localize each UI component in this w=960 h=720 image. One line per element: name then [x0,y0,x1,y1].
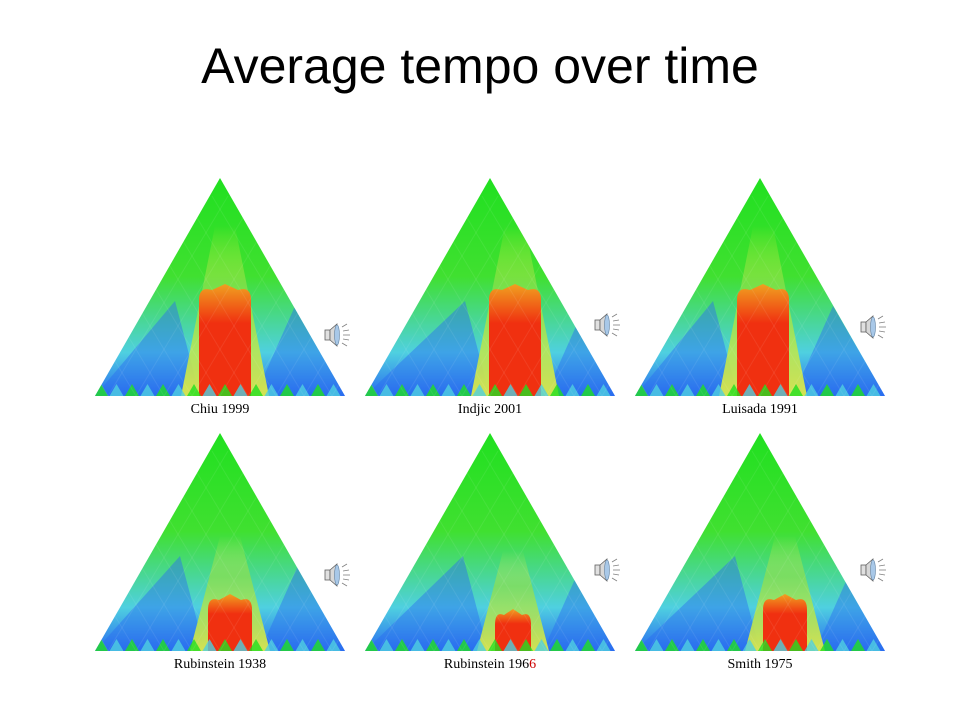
panel-caption: Indjic 2001 [457,402,523,417]
speaker-icon[interactable] [858,555,888,590]
speaker-glyph [594,558,620,582]
speaker-icon[interactable] [858,312,888,347]
panel-caption: Rubinstein 1966 [365,656,615,674]
panel-rubinstein-1938: Rubinstein 1938 [95,425,345,675]
panel-luisada-1991: Luisada 1991 [635,170,885,420]
scalogram-grid: Chiu 1999 Indjic 2001 [95,170,885,680]
panel-rubinstein-1966: Rubinstein 1966 [365,425,615,675]
speaker-glyph [594,313,620,337]
speaker-glyph [324,563,350,587]
speaker-glyph [324,323,350,347]
panel-indjic-2001: Indjic 2001 [365,170,615,420]
panel-chiu-1999: Chiu 1999 [95,170,345,420]
speaker-icon[interactable] [322,560,352,595]
scalogram-image [635,178,885,396]
panel-smith-1975: Smith 1975 [635,425,885,675]
panel-caption: Luisada 1991 [722,402,798,417]
scalogram-image [365,433,615,651]
speaker-glyph [860,558,886,582]
speaker-icon[interactable] [322,320,352,355]
panel-caption: Rubinstein 1938 [173,657,267,672]
scalogram-image [365,178,615,396]
scalogram-image [95,178,345,396]
scalogram-image [635,433,885,651]
speaker-glyph [860,315,886,339]
speaker-icon[interactable] [592,555,622,590]
caption-prefix: Rubinstein 196 [443,657,530,672]
slide-title: Average tempo over time [201,38,759,94]
scalogram-image [95,433,345,651]
panel-caption: Smith 1975 [727,657,793,672]
caption-suffix: 6 [529,657,537,672]
panel-caption: Chiu 1999 [190,402,250,417]
speaker-icon[interactable] [592,310,622,345]
